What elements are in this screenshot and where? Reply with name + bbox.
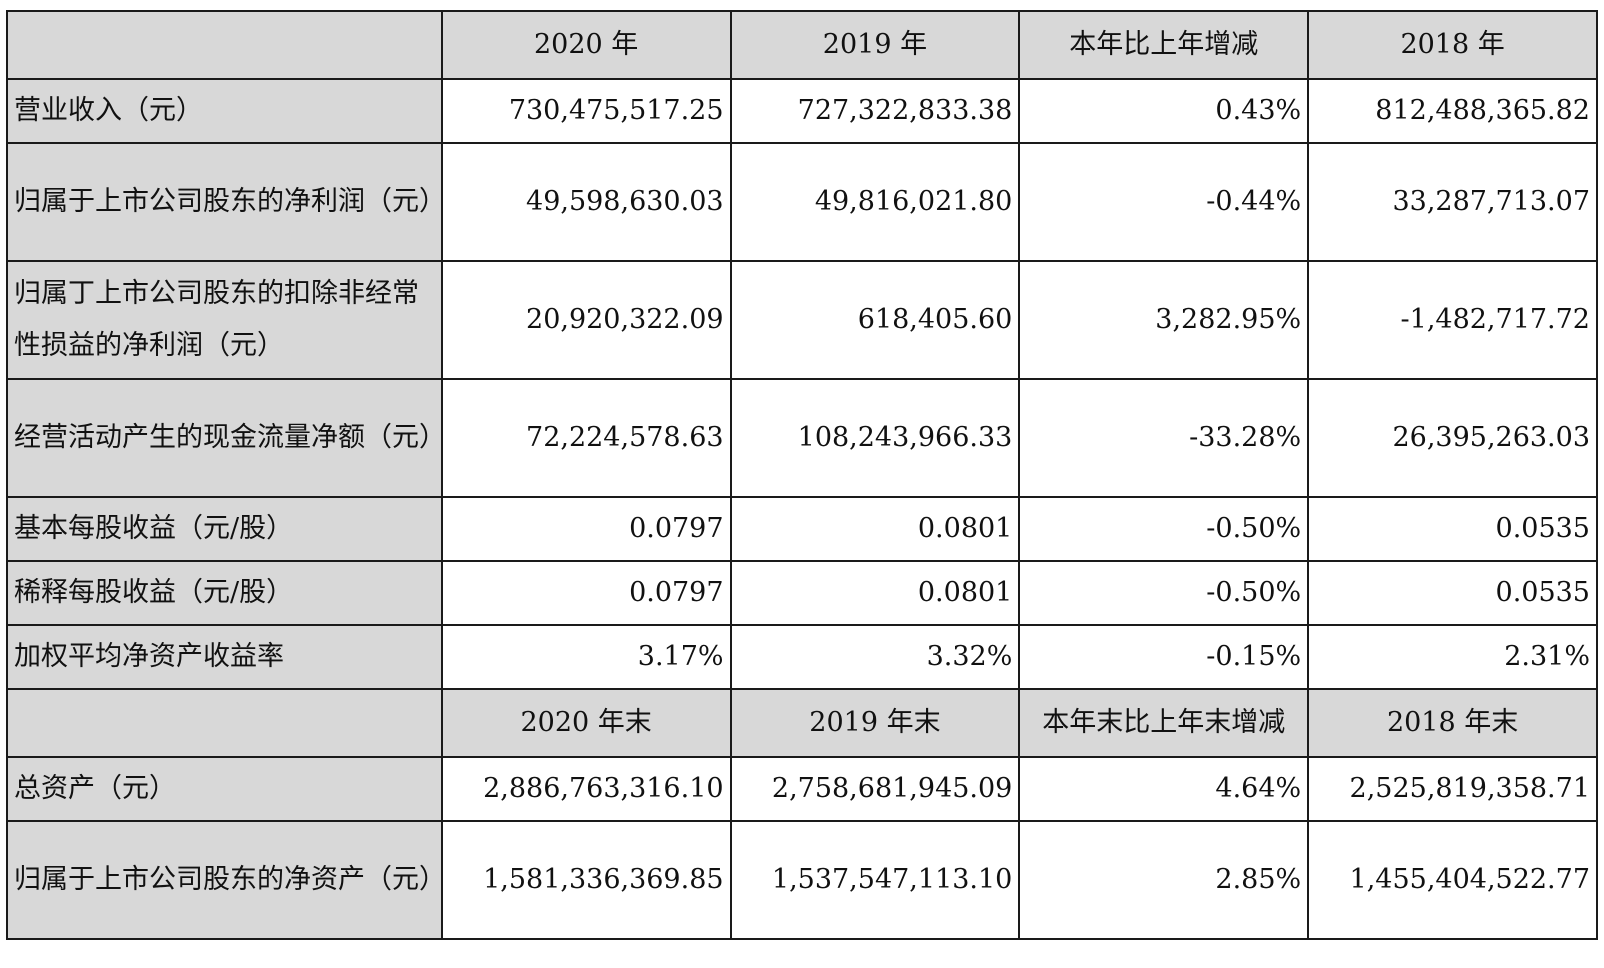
value-cell: 727,322,833.38 bbox=[729, 78, 1021, 144]
column-header: 2018 年末 bbox=[1307, 688, 1598, 758]
change-cell: -0.15% bbox=[1018, 624, 1310, 690]
change-cell: -0.44% bbox=[1018, 142, 1310, 262]
financial-summary: 2020 年 2019 年本年比上年增减 2018 年营业收入（元） 730,475,… bbox=[6, 10, 1598, 940]
header-corner-cell bbox=[6, 10, 443, 80]
value-cell: 1,537,547,113.10 bbox=[729, 820, 1021, 940]
column-header: 2019 年末 bbox=[729, 688, 1021, 758]
value-cell: 20,920,322.09 bbox=[440, 260, 732, 380]
value-cell: 2,886,763,316.10 bbox=[440, 756, 732, 822]
row-label: 稀释每股收益（元/股） bbox=[6, 560, 443, 626]
change-cell: -0.50% bbox=[1018, 496, 1310, 562]
row-label: 加权平均净资产收益率 bbox=[6, 624, 443, 690]
change-cell: -0.50% bbox=[1018, 560, 1310, 626]
column-header: 2018 年 bbox=[1307, 10, 1598, 80]
value-cell: 0.0801 bbox=[729, 496, 1021, 562]
table-row: 归属于上市公司股东的净利润（元） 49,598,630.03 49,816,021.… bbox=[6, 142, 1598, 262]
value-cell: 3.32% bbox=[729, 624, 1021, 690]
change-cell: 3,282.95% bbox=[1018, 260, 1310, 380]
change-cell: 0.43% bbox=[1018, 78, 1310, 144]
value-cell: 2.31% bbox=[1307, 624, 1598, 690]
value-cell: 3.17% bbox=[440, 624, 732, 690]
table-row: 基本每股收益（元/股） 0.0797 0.0801 -0.50% 0.0535 bbox=[6, 496, 1598, 562]
change-cell: 2.85% bbox=[1018, 820, 1310, 940]
value-cell: 0.0801 bbox=[729, 560, 1021, 626]
value-cell: 2,758,681,945.09 bbox=[729, 756, 1021, 822]
column-header: 2020 年末 bbox=[440, 688, 732, 758]
table-row: 经营活动产生的现金流量净额（元） 72,224,578.63 108,243,966… bbox=[6, 378, 1598, 498]
value-cell: 49,598,630.03 bbox=[440, 142, 732, 262]
value-cell: 2,525,819,358.71 bbox=[1307, 756, 1598, 822]
row-label: 基本每股收益（元/股） bbox=[6, 496, 443, 562]
row-label: 总资产（元） bbox=[6, 756, 443, 822]
table-row: 稀释每股收益（元/股） 0.0797 0.0801 -0.50% 0.0535 bbox=[6, 560, 1598, 626]
row-label: 归属于上市公司股东的净利润（元） bbox=[6, 142, 443, 262]
column-header: 2020 年 bbox=[440, 10, 732, 80]
row-label: 归属丁上市公司股东的扣除非经常性损益的净利润（元） bbox=[6, 260, 443, 380]
table-row: 归属丁上市公司股东的扣除非经常性损益的净利润（元） 20,920,322.09 61… bbox=[6, 260, 1598, 380]
row-label: 归属于上市公司股东的净资产（元） bbox=[6, 820, 443, 940]
column-header: 2019 年 bbox=[729, 10, 1021, 80]
table-row: 加权平均净资产收益率 3.17% 3.32% -0.15% 2.31% bbox=[6, 624, 1598, 690]
value-cell: 812,488,365.82 bbox=[1307, 78, 1598, 144]
table-row: 归属于上市公司股东的净资产（元） 1,581,336,369.85 1,537,54… bbox=[6, 820, 1598, 940]
value-cell: 618,405.60 bbox=[729, 260, 1021, 380]
column-header: 本年末比上年末增减 bbox=[1018, 688, 1310, 758]
header-row-year-end: 2020 年末 2019 年末 本年末比上年末增减 2018 年末 bbox=[6, 688, 1598, 758]
table-body: 2020 年 2019 年本年比上年增减 2018 年营业收入（元） 730,475,… bbox=[6, 10, 1598, 940]
value-cell: 26,395,263.03 bbox=[1307, 378, 1598, 498]
header-row-annual: 2020 年 2019 年本年比上年增减 2018 年 bbox=[6, 10, 1598, 80]
value-cell: 730,475,517.25 bbox=[440, 78, 732, 144]
value-cell: 33,287,713.07 bbox=[1307, 142, 1598, 262]
change-cell: -33.28% bbox=[1018, 378, 1310, 498]
row-label: 营业收入（元） bbox=[6, 78, 443, 144]
value-cell: 0.0535 bbox=[1307, 496, 1598, 562]
table-row: 营业收入（元） 730,475,517.25 727,322,833.38 0.43%… bbox=[6, 78, 1598, 144]
value-cell: 1,581,336,369.85 bbox=[440, 820, 732, 940]
value-cell: 0.0797 bbox=[440, 496, 732, 562]
header-corner-cell bbox=[6, 688, 443, 758]
column-header: 本年比上年增减 bbox=[1018, 10, 1310, 80]
value-cell: -1,482,717.72 bbox=[1307, 260, 1598, 380]
value-cell: 1,455,404,522.77 bbox=[1307, 820, 1598, 940]
change-cell: 4.64% bbox=[1018, 756, 1310, 822]
value-cell: 0.0535 bbox=[1307, 560, 1598, 626]
value-cell: 49,816,021.80 bbox=[729, 142, 1021, 262]
value-cell: 108,243,966.33 bbox=[729, 378, 1021, 498]
row-label: 经营活动产生的现金流量净额（元） bbox=[6, 378, 443, 498]
key-financial-data-table: 2020 年 2019 年本年比上年增减 2018 年营业收入（元） 730,475,… bbox=[6, 10, 1598, 940]
value-cell: 72,224,578.63 bbox=[440, 378, 732, 498]
value-cell: 0.0797 bbox=[440, 560, 732, 626]
table-row: 总资产（元） 2,886,763,316.10 2,758,681,945.09 4.… bbox=[6, 756, 1598, 822]
